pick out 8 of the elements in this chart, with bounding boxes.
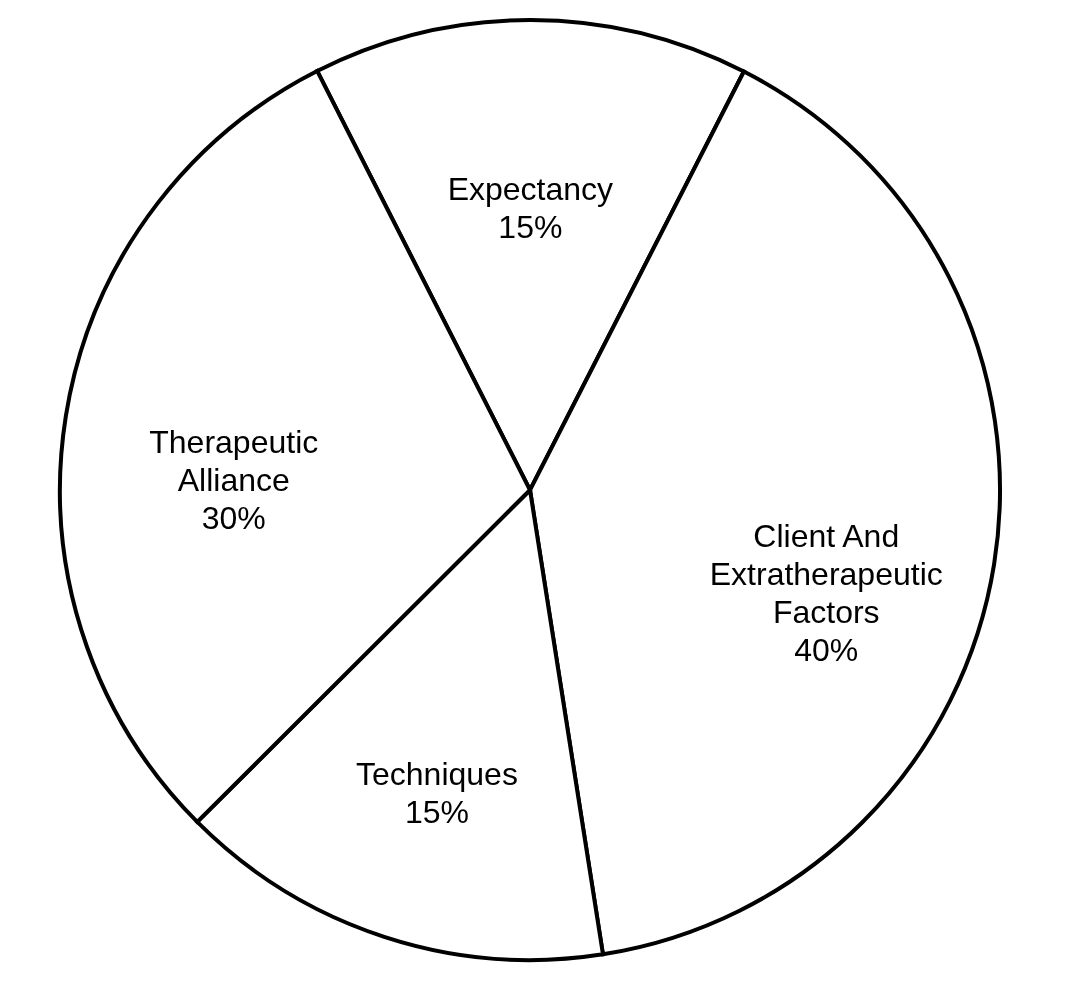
- slice-label: Therapeutic Alliance: [149, 423, 319, 498]
- data-label: 15%: [404, 794, 469, 831]
- data-label: 15%: [498, 209, 563, 245]
- slice-label: Expectancy: [447, 171, 614, 207]
- data-label: 30%: [201, 499, 266, 536]
- slice-label: Techniques: [356, 756, 518, 793]
- slice-label: Client And Extratherapeutic Factors: [709, 518, 943, 631]
- data-label: 40%: [794, 632, 859, 669]
